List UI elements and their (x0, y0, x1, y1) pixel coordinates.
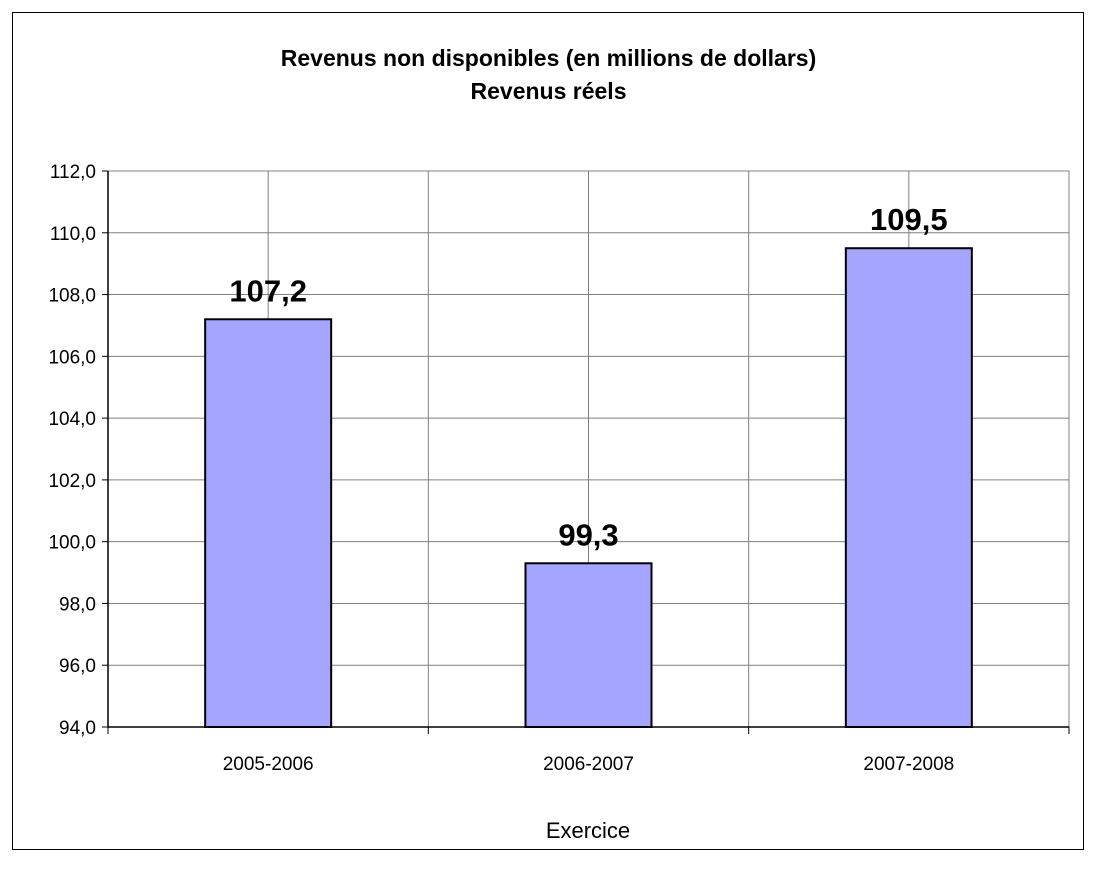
x-tick-label: 2006-2007 (543, 754, 634, 775)
y-tick-label: 112,0 (50, 162, 96, 183)
bars (204, 247, 973, 728)
y-tick-label: 94,0 (59, 718, 96, 739)
x-tick-label: 2007-2008 (863, 754, 954, 775)
y-tick-label: 96,0 (59, 656, 96, 677)
chart-title-block: Revenus non disponibles (en millions de … (0, 42, 1097, 108)
bar-2005-2006 (204, 318, 333, 728)
data-label: 107,2 (229, 273, 307, 308)
bar-2007-2008 (844, 247, 973, 728)
y-tick-label: 106,0 (48, 347, 96, 368)
bar-2006-2007 (524, 562, 653, 728)
data-label: 109,5 (870, 202, 948, 237)
chart-title: Revenus non disponibles (en millions de … (280, 45, 817, 71)
labels: 94,0 96,0 98,0 100,0 102,0 104,0 106,0 108,0 110… (48, 162, 954, 775)
x-axis-label: Exercice (546, 818, 630, 843)
y-tick-label: 100,0 (48, 533, 96, 554)
data-label: 99,3 (558, 517, 618, 552)
chart-subtitle: Revenus réels (470, 78, 627, 104)
y-tick-label: 98,0 (59, 594, 96, 615)
y-tick-label: 104,0 (48, 409, 96, 430)
x-tick-label: 2005-2006 (223, 754, 314, 775)
y-tick-label: 108,0 (48, 286, 96, 307)
y-tick-label: 102,0 (48, 471, 96, 492)
y-tick-label: 110,0 (50, 224, 96, 245)
axes (102, 170, 1070, 734)
